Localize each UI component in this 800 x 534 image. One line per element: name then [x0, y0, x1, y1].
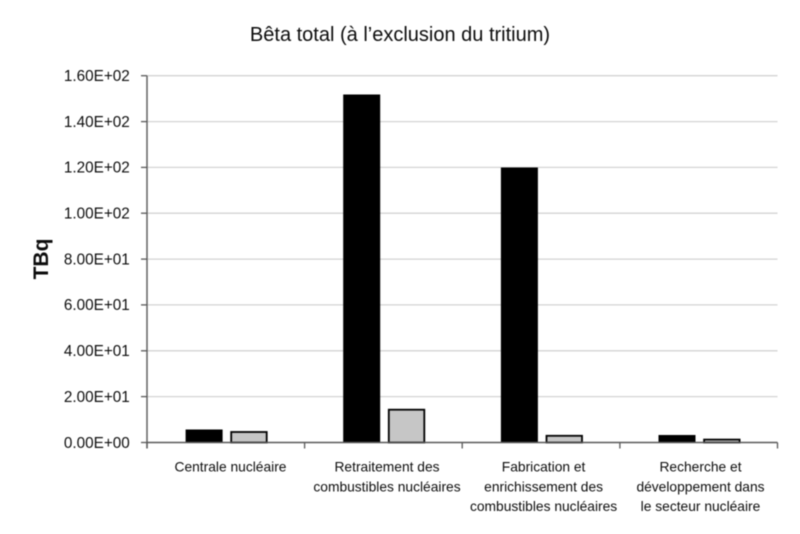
svg-text:Recherche et: Recherche et: [659, 460, 741, 475]
svg-text:2.00E+01: 2.00E+01: [64, 389, 130, 406]
svg-text:1.40E+02: 1.40E+02: [64, 114, 130, 131]
svg-text:6.00E+01: 6.00E+01: [64, 297, 130, 314]
svg-text:1.20E+02: 1.20E+02: [64, 160, 130, 177]
svg-text:combustibles nucléaires: combustibles nucléaires: [470, 499, 617, 514]
svg-text:1.00E+02: 1.00E+02: [64, 206, 130, 223]
svg-text:combustibles nucléaires: combustibles nucléaires: [313, 479, 460, 494]
svg-text:Bêta total (à l’exclusion du t: Bêta total (à l’exclusion du tritium): [250, 24, 550, 46]
svg-text:8.00E+01: 8.00E+01: [64, 251, 130, 268]
svg-text:4.00E+01: 4.00E+01: [64, 343, 130, 360]
svg-text:le secteur nucléaire: le secteur nucléaire: [641, 499, 761, 514]
svg-text:0.00E+00: 0.00E+00: [64, 435, 130, 452]
svg-text:1.60E+02: 1.60E+02: [64, 68, 130, 85]
svg-text:TBq: TBq: [30, 239, 53, 280]
svg-text:Retraitement des: Retraitement des: [334, 460, 439, 475]
svg-text:Centrale nucléaire: Centrale nucléaire: [175, 460, 287, 475]
svg-text:développement dans: développement dans: [636, 479, 764, 494]
svg-text:Fabrication et: Fabrication et: [502, 460, 586, 475]
svg-text:enrichissement des: enrichissement des: [484, 479, 603, 494]
